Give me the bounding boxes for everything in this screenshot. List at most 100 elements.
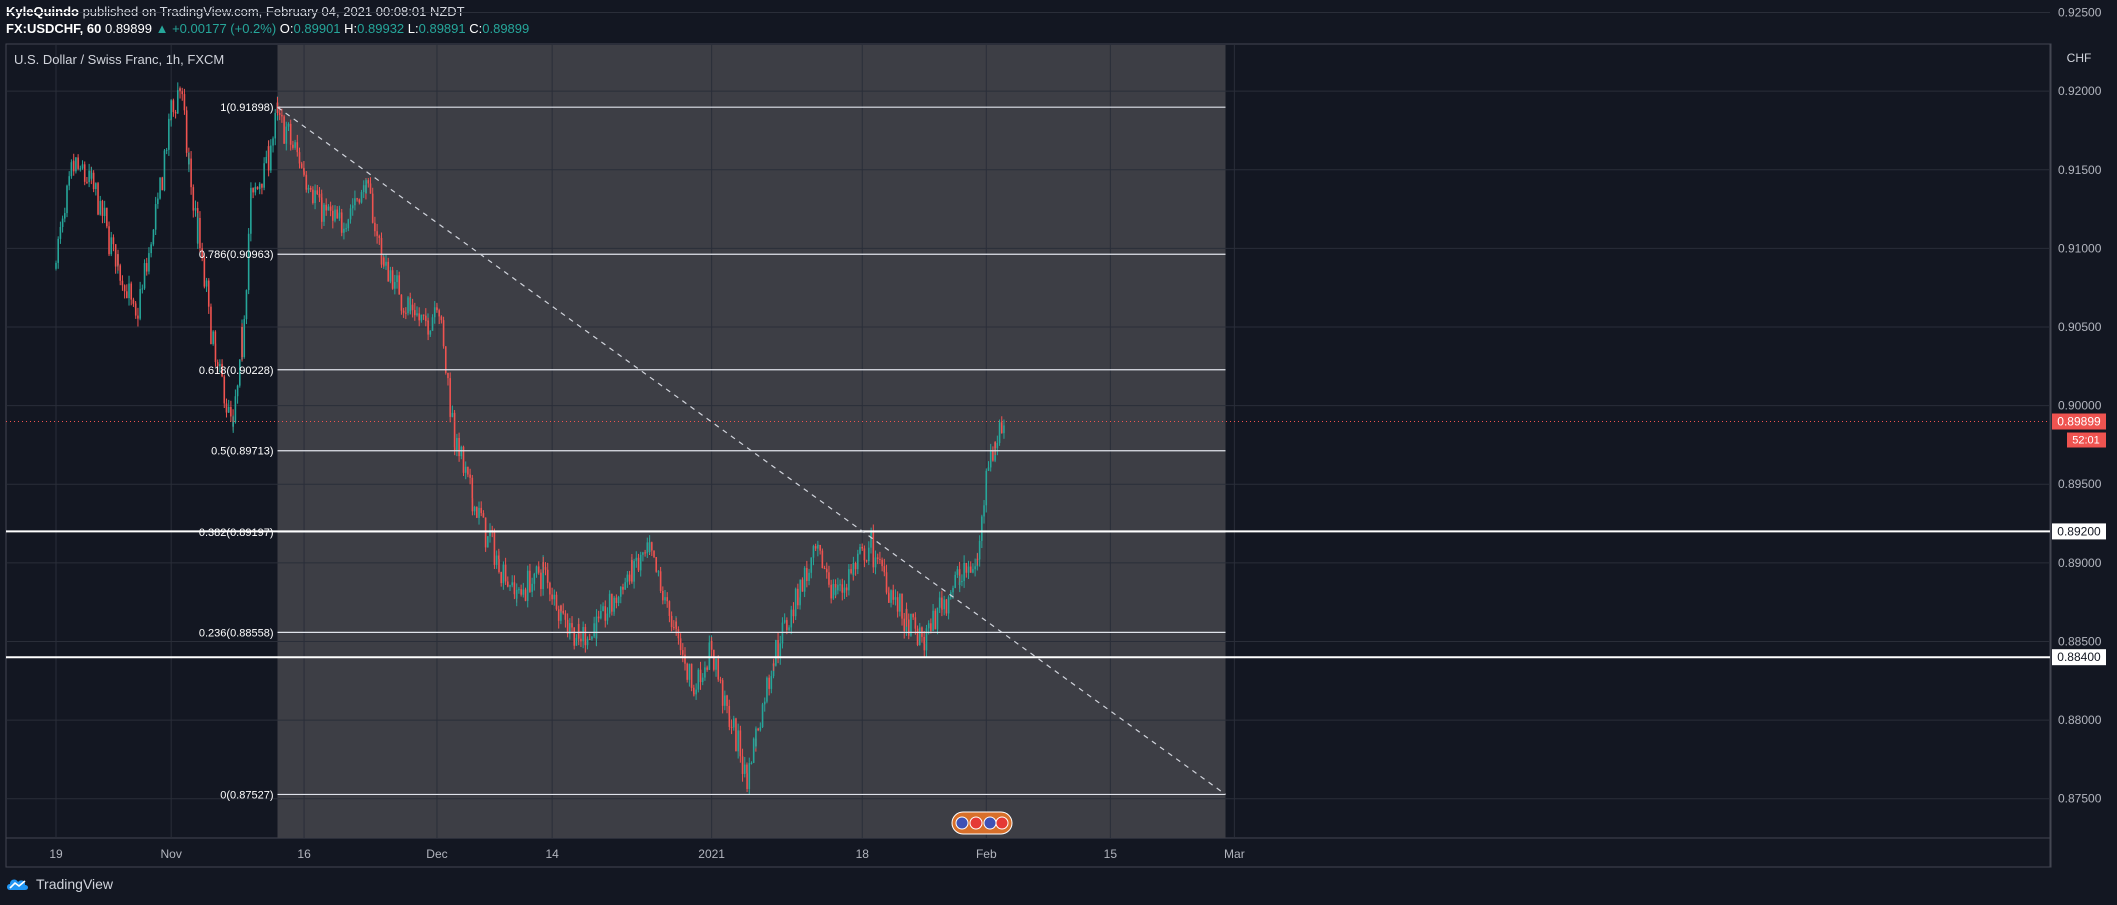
candle-body [730, 726, 733, 728]
candle-body [755, 728, 757, 747]
candle-body [321, 200, 323, 222]
candle-body [511, 582, 513, 586]
candle-body [500, 572, 502, 584]
candle-body [436, 307, 438, 311]
candle-body [216, 362, 219, 367]
candle-body [223, 376, 226, 404]
candle-body [201, 248, 203, 258]
candle-body [799, 579, 802, 598]
candle-body [157, 198, 159, 205]
candle-body [183, 94, 186, 111]
candle-body [985, 470, 988, 485]
candle-body [648, 542, 651, 553]
candle-body [283, 116, 285, 144]
candle-body [334, 209, 336, 221]
x-tick-label: Mar [1224, 847, 1245, 861]
candle-body [351, 205, 354, 209]
fib-background [277, 45, 1226, 838]
candle-body [451, 412, 454, 417]
candle-body [969, 566, 972, 573]
candle-body [757, 728, 759, 731]
candle-body [967, 566, 970, 573]
candle-body [407, 297, 409, 314]
candle-body [405, 312, 407, 314]
candle-body [292, 144, 294, 148]
last-price-tag [2052, 413, 2106, 430]
candle-body [797, 588, 799, 606]
candle-body [801, 579, 804, 592]
candle-body [662, 590, 664, 601]
candle-body [181, 91, 184, 95]
fib-level-label: 0.382(0.89197) [199, 527, 274, 539]
candle-body [721, 680, 724, 706]
candle-body [367, 180, 370, 184]
economic-events-marker[interactable] [951, 811, 1013, 835]
candle-body [307, 187, 310, 190]
candle-body [300, 163, 303, 168]
author-name[interactable]: KyleQuindo [6, 4, 79, 19]
candle-body [414, 310, 416, 316]
low-label: L: [407, 21, 419, 36]
candle-body [123, 285, 126, 292]
close-label: C: [469, 21, 483, 36]
candle-body [303, 171, 305, 175]
candle-body [438, 310, 440, 317]
candle-body [101, 200, 104, 216]
candle-body [542, 562, 544, 589]
candle-body [817, 544, 819, 546]
candle-body [431, 317, 434, 331]
candle-body [546, 569, 549, 583]
candle-body [560, 605, 562, 621]
candle-body [227, 406, 230, 413]
candle-body [644, 552, 646, 554]
candle-body [376, 231, 378, 236]
candle-body [569, 623, 571, 635]
candle-body [347, 219, 350, 229]
candle-body [79, 168, 82, 170]
candle-body [998, 422, 1001, 444]
candle-body [210, 306, 212, 345]
candle-body [533, 573, 536, 584]
candle-body [746, 764, 748, 774]
candle-body [859, 546, 861, 554]
candle-body [684, 654, 686, 664]
candle-body [812, 546, 815, 558]
candle-body [126, 291, 128, 299]
candle-body [890, 590, 892, 603]
candle-body [863, 548, 866, 561]
x-tick-label: Dec [426, 847, 447, 861]
candle-body [814, 546, 817, 549]
candle-body [857, 553, 859, 570]
candle-body [739, 730, 742, 757]
fib-level-label: 0(0.87527) [220, 789, 273, 801]
candle-body [976, 558, 979, 560]
open-value: 0.89901 [293, 21, 341, 36]
candle-body [152, 229, 155, 238]
candle-body [411, 304, 414, 311]
candle-body [252, 187, 254, 193]
candle-body [907, 619, 910, 636]
candle-body [626, 574, 629, 583]
candle-body [453, 412, 456, 448]
candle-body [1003, 425, 1005, 434]
candle-body [781, 622, 784, 644]
candle-body [655, 557, 658, 572]
candle-body [150, 244, 152, 254]
footer-brand[interactable]: TradingView [6, 876, 113, 892]
candle-body [188, 158, 190, 165]
candle-body [72, 161, 75, 172]
candle-body [719, 679, 722, 681]
candle-body [453, 447, 456, 452]
last-price: 0.89899 [104, 21, 152, 36]
x-tick-label: 16 [297, 847, 311, 861]
candle-body [688, 663, 691, 680]
candle-body [555, 594, 558, 610]
candle-body [682, 650, 684, 655]
candle-body [821, 550, 824, 569]
candle-body [482, 513, 485, 518]
candle-body [839, 584, 841, 586]
candle-body [212, 331, 214, 345]
candle-body [945, 599, 948, 614]
candle-body [613, 597, 615, 608]
